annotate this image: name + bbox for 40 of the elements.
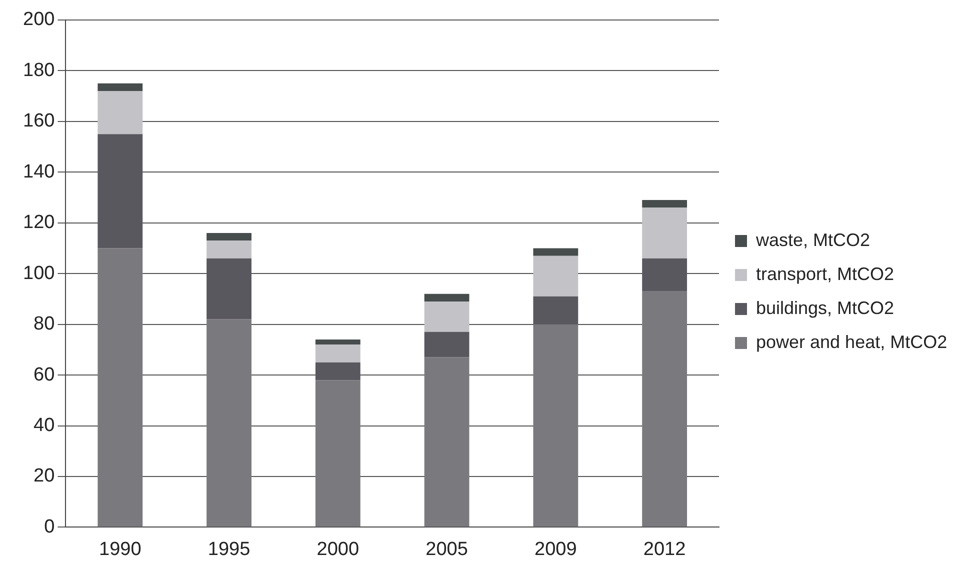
bar bbox=[424, 294, 470, 302]
y-tick-label: 200 bbox=[23, 9, 55, 30]
x-tick-label: 1995 bbox=[208, 538, 250, 560]
bar bbox=[642, 208, 688, 258]
x-tick-label: 2012 bbox=[643, 538, 686, 560]
bar bbox=[642, 200, 688, 208]
y-tick-label: 40 bbox=[34, 414, 55, 436]
bar bbox=[424, 301, 470, 332]
bar bbox=[642, 291, 688, 527]
bar bbox=[98, 91, 143, 134]
bar bbox=[315, 380, 360, 527]
y-tick-label: 60 bbox=[34, 364, 55, 386]
y-tick-label: 180 bbox=[23, 60, 55, 81]
y-tick-label: 20 bbox=[34, 466, 55, 487]
bar bbox=[206, 319, 252, 527]
y-tick-label: 0 bbox=[44, 516, 55, 538]
legend-label: power and heat, MtCO2 bbox=[756, 332, 948, 352]
bar bbox=[98, 83, 143, 92]
bar bbox=[424, 357, 470, 527]
bar bbox=[98, 248, 143, 527]
bar bbox=[315, 344, 360, 362]
bar bbox=[424, 332, 470, 358]
legend-label: waste, MtCO2 bbox=[755, 230, 870, 250]
bar bbox=[533, 256, 578, 296]
x-tick-label: 1990 bbox=[99, 538, 142, 560]
y-tick-label: 80 bbox=[34, 314, 55, 335]
y-tick-label: 120 bbox=[23, 212, 55, 234]
bar bbox=[206, 233, 252, 241]
x-tick-label: 2000 bbox=[316, 538, 360, 560]
y-tick-label: 140 bbox=[23, 161, 55, 182]
legend-label: buildings, MtCO2 bbox=[756, 298, 894, 318]
legend-label: transport, MtCO2 bbox=[756, 264, 894, 284]
bar bbox=[206, 240, 252, 258]
x-tick-label: 2009 bbox=[534, 538, 577, 560]
y-tick-label: 100 bbox=[23, 262, 55, 284]
bar bbox=[315, 340, 360, 345]
bar bbox=[533, 248, 578, 256]
y-tick-label: 160 bbox=[23, 110, 55, 132]
bar bbox=[533, 324, 578, 527]
x-tick-label: 2005 bbox=[426, 538, 468, 560]
